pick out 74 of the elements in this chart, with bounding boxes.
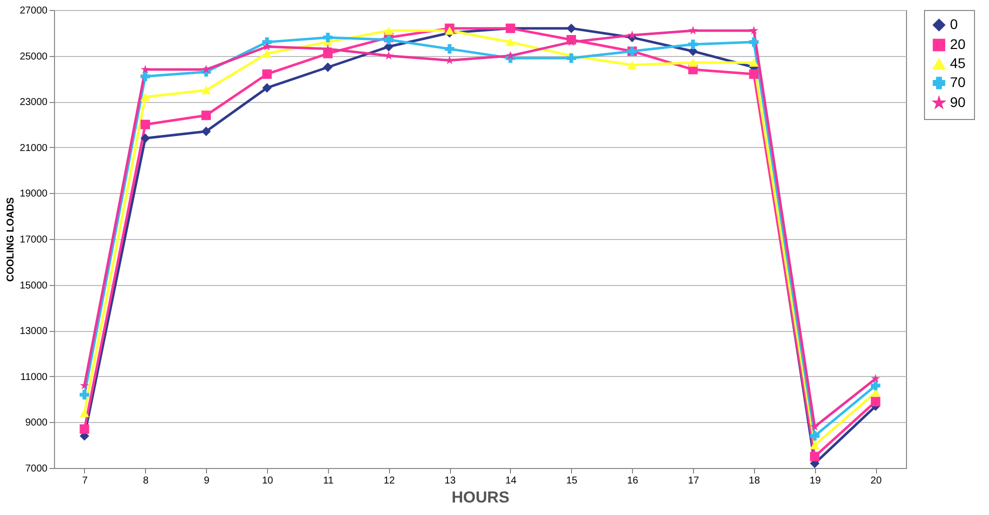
point: [444, 26, 454, 35]
y-tick-label: 9000: [25, 418, 48, 429]
point: [871, 374, 880, 383]
y-tick-label: 25000: [20, 51, 48, 62]
point: [323, 62, 333, 72]
y-tick-label: 11000: [20, 372, 48, 383]
x-tick-label: 10: [262, 476, 274, 486]
legend-label: 45: [950, 55, 966, 71]
x-tick-label: 7: [82, 476, 88, 486]
point: [628, 30, 637, 40]
point: [80, 408, 90, 418]
point: [140, 120, 150, 130]
point: [262, 83, 272, 93]
point: [810, 452, 820, 462]
x-tick-label: 11: [323, 476, 334, 486]
point: [140, 72, 150, 82]
x-tick-label: 16: [627, 476, 639, 486]
point: [262, 49, 272, 58]
y-tick-label: 27000: [20, 6, 48, 16]
x-tick-label: 20: [870, 476, 882, 486]
point: [80, 424, 90, 434]
point: [810, 431, 820, 441]
legend-label: 20: [950, 36, 966, 52]
x-tick-label: 17: [688, 476, 700, 486]
point: [384, 35, 394, 45]
x-tick-label: 18: [748, 476, 760, 486]
point: [80, 390, 90, 400]
x-tick-label: 12: [384, 476, 396, 486]
point: [749, 58, 759, 67]
point: [384, 26, 394, 35]
x-tick-label: 15: [566, 476, 578, 486]
legend-label: 0: [950, 16, 958, 32]
x-tick-label: 8: [143, 476, 150, 486]
y-tick-label: 23000: [20, 97, 48, 108]
y-tick-label: 15000: [20, 280, 48, 292]
point: [444, 44, 454, 54]
point: [688, 26, 698, 34]
point: [201, 110, 211, 120]
y-tick-label: 19000: [20, 188, 48, 200]
point: [201, 86, 211, 94]
x-tick-label: 19: [810, 476, 822, 486]
point: [688, 40, 698, 50]
point: [810, 440, 820, 450]
point: [749, 37, 759, 47]
point: [384, 51, 394, 60]
point: [566, 24, 576, 34]
point: [262, 69, 272, 79]
x-tick-label: 14: [505, 476, 517, 486]
point: [870, 380, 880, 390]
point: [140, 64, 150, 74]
y-tick-label: 21000: [20, 142, 48, 154]
x-axis-title: HOURS: [452, 490, 510, 506]
point: [201, 126, 211, 136]
y-tick-label: 17000: [20, 234, 48, 246]
y-tick-label: 7000: [25, 464, 48, 474]
point: [566, 53, 576, 63]
point: [749, 69, 759, 79]
point: [870, 396, 880, 406]
point: [140, 92, 150, 102]
point: [749, 26, 758, 34]
point: [445, 56, 454, 64]
legend-label: 90: [950, 94, 966, 110]
x-tick-label: 9: [204, 476, 210, 486]
point: [688, 58, 698, 67]
x-tick-label: 13: [444, 476, 456, 486]
y-axis-title: COOLING LOADS: [6, 196, 17, 282]
point: [627, 60, 637, 70]
point: [323, 32, 333, 42]
point: [262, 42, 272, 50]
point: [506, 38, 516, 46]
point: [810, 422, 820, 431]
legend-label: 70: [950, 74, 966, 90]
y-tick-label: 13000: [20, 326, 48, 338]
point: [140, 133, 150, 143]
